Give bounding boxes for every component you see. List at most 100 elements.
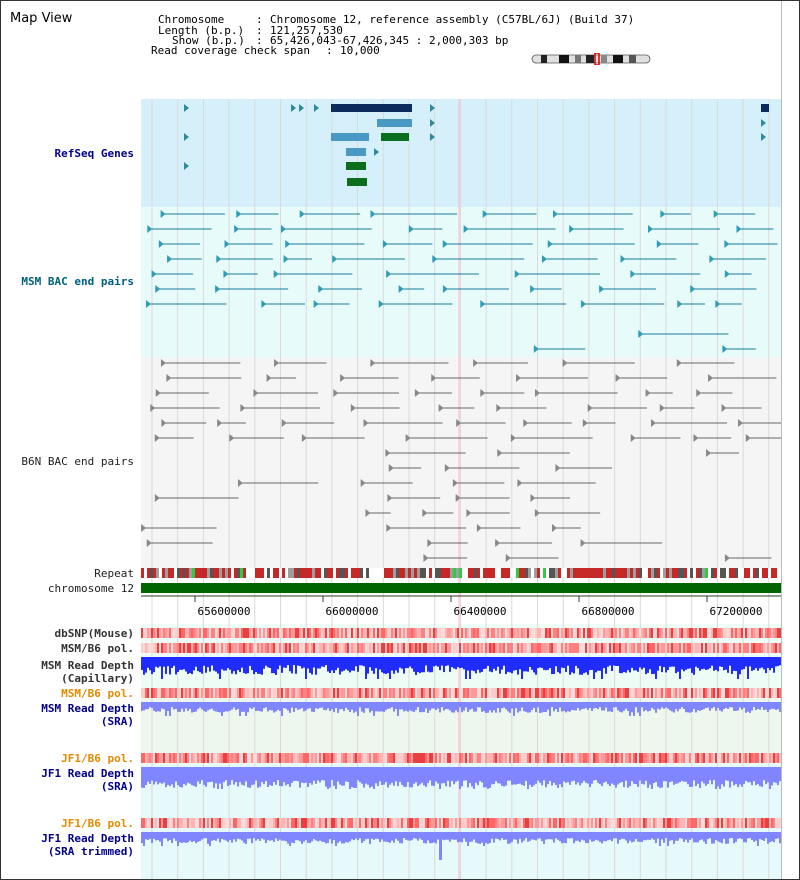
jf1-trim-depth-bar xyxy=(477,832,479,844)
jf1-sra-depth-bar xyxy=(435,767,437,782)
msm-sra-depth-bar xyxy=(719,702,721,711)
jf1-sra-depth-bar xyxy=(739,767,741,785)
jf1-trim-depth-bar xyxy=(455,832,457,840)
jf1-sra-depth-bar xyxy=(273,767,275,783)
genome-track-area[interactable]: 65600000 66000000 66400000 66800000 67200000 xyxy=(141,99,781,880)
msm-cap-depth-bar xyxy=(777,657,779,667)
msm-b6-pol-cell xyxy=(615,643,617,653)
msm-sra-depth-bar xyxy=(401,702,403,710)
jf1-b6-pol-2-cell xyxy=(217,818,219,828)
msm-b6-pol-cell xyxy=(627,643,629,653)
jf1-sra-depth-bar xyxy=(225,767,227,781)
b6n-bac-end xyxy=(645,389,651,397)
msm-b6-pol-cell xyxy=(609,643,611,653)
msm-b6-pol-2-cell xyxy=(387,688,389,698)
msm-b6-pol-cell xyxy=(195,643,197,653)
coverage-label: Read coverage check span xyxy=(151,44,310,57)
msm-b6-pol-2-cell xyxy=(669,688,671,698)
msm-b6-pol-2-cell xyxy=(433,688,435,698)
msm-cap-depth-bar xyxy=(579,657,581,675)
jf1-trim-depth-bar xyxy=(295,832,297,841)
jf1-trim-depth-bar xyxy=(691,832,693,839)
msm-b6-pol-2-cell xyxy=(525,688,527,698)
jf1-sra-depth-bar xyxy=(749,767,751,783)
jf1-b6-pol-cell xyxy=(459,753,461,763)
msm-sra-depth-bar xyxy=(227,702,229,712)
msm-b6-pol-cell xyxy=(443,643,445,653)
msm-sra-depth-bar xyxy=(525,702,527,712)
dbsnp-cell xyxy=(531,628,533,638)
msm-b6-pol-cell xyxy=(547,643,549,653)
jf1-b6-pol-cell xyxy=(219,753,221,763)
jf1-b6-pol-cell xyxy=(261,753,263,763)
msm-b6-pol-cell xyxy=(373,643,375,653)
msm-b6-pol-cell xyxy=(239,643,241,653)
jf1-b6-pol-cell xyxy=(515,753,517,763)
dbsnp-cell xyxy=(355,628,357,638)
msm-b6-pol-cell xyxy=(375,643,377,653)
dbsnp-cell xyxy=(287,628,289,638)
jf1-b6-pol-2-cell xyxy=(519,818,521,828)
dbsnp-cell xyxy=(599,628,601,638)
jf1-b6-pol-cell xyxy=(549,753,551,763)
msm-cap-depth-bar xyxy=(669,657,671,667)
jf1-b6-pol-2-cell xyxy=(349,818,351,828)
msm-b6-pol-cell xyxy=(359,643,361,653)
dbsnp-cell xyxy=(291,628,293,638)
jf1-b6-pol-2-cell xyxy=(733,818,735,828)
msm-b6-pol-cell xyxy=(213,643,215,653)
jf1-b6-pol-cell xyxy=(749,753,751,763)
chromosome-ideogram[interactable] xyxy=(529,53,655,65)
jf1-b6-pol-cell xyxy=(439,753,441,763)
dbsnp-cell xyxy=(691,628,693,638)
jf1-sra-depth-bar xyxy=(257,767,259,788)
msm-b6-pol-2-cell xyxy=(519,688,521,698)
msm-cap-depth-bar xyxy=(207,657,209,668)
msm-b6-pol-cell xyxy=(411,643,413,653)
msm-sra-depth-bar xyxy=(583,702,585,709)
jf1-sra-depth-bar xyxy=(709,767,711,781)
msm-b6-pol-2-cell xyxy=(159,688,161,698)
jf1-b6-pol-2-cell xyxy=(641,818,643,828)
jf1-trim-depth-bar xyxy=(747,832,749,839)
msm-b6-pol-2-cell xyxy=(595,688,597,698)
msm-sra-depth-bar xyxy=(267,702,269,712)
dbsnp-cell xyxy=(489,628,491,638)
msm-sra-depth-bar xyxy=(243,702,245,712)
jf1-b6-pol-2-cell xyxy=(731,818,733,828)
jf1-sra-depth-bar xyxy=(413,767,415,784)
jf1-trim-depth-bar xyxy=(359,832,361,839)
jf1-b6-pol-2-cell xyxy=(505,818,507,828)
dbsnp-cell xyxy=(773,628,775,638)
jf1-b6-pol-2-cell xyxy=(713,818,715,828)
repeat-block xyxy=(759,568,762,578)
msm-sra-depth-bar xyxy=(413,702,415,712)
msm-bac-end xyxy=(432,255,438,263)
dbsnp-cell xyxy=(305,628,307,638)
msm-sra-depth-bar xyxy=(575,702,577,711)
msm-sra-depth-bar xyxy=(239,702,241,716)
msm-cap-depth-bar xyxy=(339,657,341,675)
track-canvas[interactable]: 65600000 66000000 66400000 66800000 67200000 xyxy=(141,99,781,880)
jf1-sra-depth-bar xyxy=(573,767,575,781)
repeat-block xyxy=(549,568,552,578)
jf1-trim-depth-bar xyxy=(663,832,665,843)
jf1-sra-depth-bar xyxy=(633,767,635,784)
msm-b6-pol-cell xyxy=(599,643,601,653)
msm-sra-depth-bar xyxy=(411,702,413,712)
b6n-bac-end xyxy=(444,464,450,472)
jf1-b6-pol-2-cell xyxy=(275,818,277,828)
jf1-trim-depth-bar xyxy=(745,832,747,843)
repeat-block xyxy=(393,568,396,578)
msm-cap-depth-bar xyxy=(219,657,221,679)
jf1-sra-depth-bar xyxy=(317,767,319,781)
repeat-block xyxy=(639,568,642,578)
jf1-b6-pol-2-cell xyxy=(147,818,149,828)
msm-sra-depth-bar xyxy=(749,702,751,713)
b6n-bac-end xyxy=(738,419,744,427)
jf1-trim-depth-bar xyxy=(595,832,597,840)
dbsnp-cell xyxy=(491,628,493,638)
msm-b6-pol-cell xyxy=(619,643,621,653)
msm-b6-pol-cell xyxy=(339,643,341,653)
dbsnp-cell xyxy=(589,628,591,638)
